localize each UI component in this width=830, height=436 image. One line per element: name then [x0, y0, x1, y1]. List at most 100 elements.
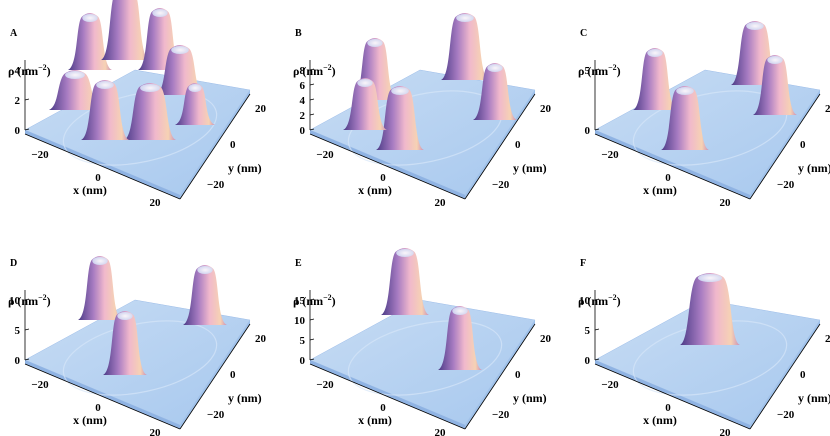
z-tick-mark [309, 318, 315, 321]
z-tick-mark [24, 358, 30, 361]
x-axis [594, 133, 751, 200]
y-tick-label: −20 [207, 179, 225, 191]
z-tick-mark [309, 68, 315, 71]
surface-edge [465, 320, 535, 429]
z-tick-mark [594, 358, 600, 361]
ring-trace [347, 320, 503, 396]
x-axis [24, 133, 181, 200]
surface-edge [465, 90, 535, 199]
y-tick-label: 20 [255, 103, 267, 115]
x-tick-label: 20 [150, 197, 162, 209]
z-tick-label: 5 [585, 65, 591, 77]
panel-letter: E [295, 258, 302, 269]
z-tick-label: 5 [585, 325, 591, 337]
y-tick-label: 20 [825, 103, 830, 115]
density-peak [343, 78, 387, 130]
y-axis [179, 323, 251, 430]
y-axis [464, 93, 536, 200]
x-tick-label: 0 [380, 172, 386, 184]
density-peak [101, 0, 149, 60]
z-tick-label: 10 [294, 315, 306, 327]
y-axis-title: y (nm) [798, 391, 830, 405]
z-tick-mark [24, 128, 30, 131]
z-tick-mark [24, 328, 30, 331]
density-peak [473, 63, 517, 120]
x-axis-title: x (nm) [643, 413, 677, 427]
peak-cap [140, 84, 160, 92]
peak-cap [65, 71, 85, 79]
z-tick-label: 4 [15, 65, 21, 77]
z-tick-label: 10 [579, 295, 591, 307]
z-axis-title-close: ) [332, 294, 336, 308]
x-tick-label: −20 [31, 149, 49, 161]
z-tick-mark [309, 128, 315, 131]
z-tick-label: 2 [15, 95, 21, 107]
z-axis-title: ρ (nm−2) [578, 293, 621, 308]
z-axis-title: ρ (nm−2) [8, 63, 51, 78]
x-axis [309, 133, 466, 200]
density-peak [661, 86, 709, 150]
z-axis-title: ρ (nm−2) [293, 293, 336, 308]
z-axis-title-exp: −2 [608, 63, 617, 72]
density-peak [183, 265, 227, 325]
x-tick-label: −20 [601, 149, 619, 161]
density-peak [49, 70, 101, 110]
peak-cap [92, 257, 108, 265]
peak-cap [152, 9, 168, 17]
y-tick-label: 0 [515, 139, 521, 151]
z-tick-label: 10 [9, 295, 21, 307]
z-axis-title-close: ) [47, 294, 51, 308]
peak-cap [746, 22, 764, 30]
y-tick-label: 0 [230, 369, 236, 381]
z-tick-mark [24, 98, 30, 101]
z-axis-title: ρ (nm−2) [293, 63, 336, 78]
z-axis-title-close: ) [47, 64, 51, 78]
z-axis-title-exp: −2 [38, 293, 47, 302]
density-peak [753, 55, 797, 115]
x-tick-label: −20 [316, 149, 334, 161]
peak-cap [197, 266, 213, 274]
z-tick-label: 0 [300, 125, 306, 137]
z-tick-label: 15 [294, 295, 306, 307]
z-tick-mark [594, 128, 600, 131]
x-axis-title: x (nm) [358, 413, 392, 427]
peak-cap [391, 87, 409, 95]
x-tick-label: −20 [316, 379, 334, 391]
z-tick-mark [309, 83, 315, 86]
y-tick-label: 0 [800, 369, 806, 381]
panel-letter: F [580, 258, 586, 269]
density-peak [381, 248, 429, 315]
y-tick-label: 0 [800, 139, 806, 151]
z-axis-title-text: ρ (nm [578, 64, 608, 78]
y-axis [749, 323, 821, 430]
z-tick-mark [24, 68, 30, 71]
density-peak [376, 86, 424, 150]
panel-letter: A [10, 28, 18, 39]
y-axis-title: y (nm) [798, 161, 830, 175]
y-tick-label: 20 [825, 333, 830, 345]
z-axis-title: ρ (nm−2) [578, 63, 621, 78]
x-tick-label: 20 [435, 197, 447, 209]
x-axis-title: x (nm) [73, 413, 107, 427]
density-peak [175, 83, 215, 125]
x-tick-label: 0 [95, 402, 101, 414]
z-tick-mark [309, 338, 315, 341]
panel-letter: B [295, 28, 302, 39]
peak-cap [188, 84, 202, 92]
peak-cap [367, 39, 383, 47]
y-tick-label: −20 [777, 409, 795, 421]
x-tick-label: 20 [435, 427, 447, 436]
peak-cap [676, 87, 694, 95]
z-tick-label: 0 [15, 355, 21, 367]
peak-cap [487, 64, 503, 72]
x-tick-label: 20 [720, 427, 732, 436]
y-axis [179, 93, 251, 200]
x-tick-label: 0 [380, 402, 386, 414]
z-tick-label: 8 [300, 65, 306, 77]
surface-floor [309, 299, 536, 426]
z-tick-mark [594, 328, 600, 331]
x-tick-label: −20 [31, 379, 49, 391]
